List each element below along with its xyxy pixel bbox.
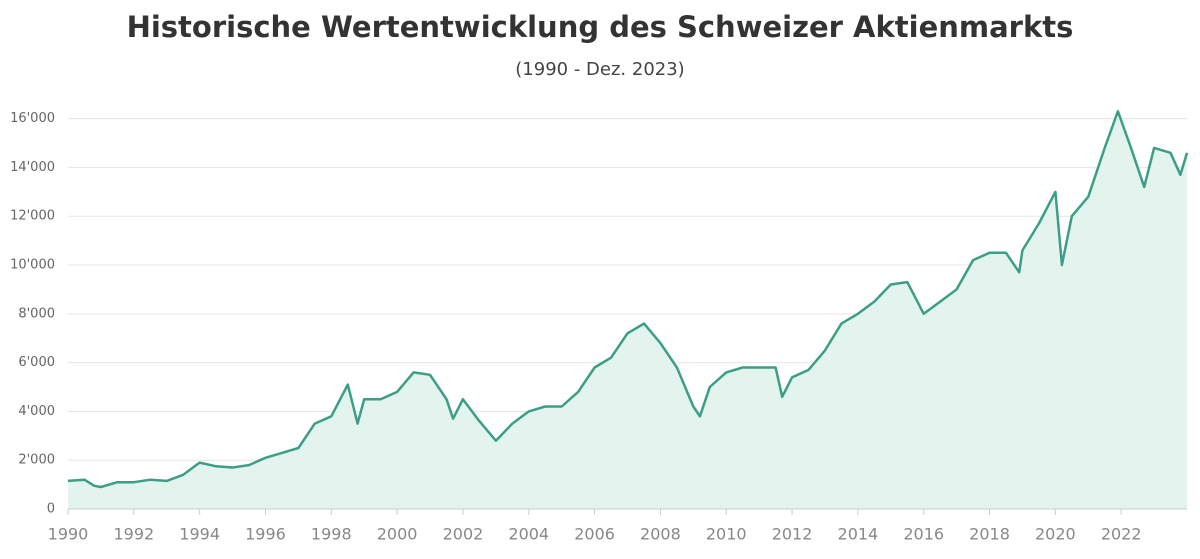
x-tick-label: 2014	[838, 525, 879, 544]
y-tick-label: 6'000	[18, 355, 55, 370]
x-tick-label: 1998	[311, 525, 352, 544]
x-tick-label: 1994	[179, 525, 220, 544]
y-tick-label: 4'000	[18, 404, 55, 419]
area	[68, 111, 1187, 510]
y-tick-label: 2'000	[18, 453, 55, 468]
x-tick-label: 1990	[48, 525, 89, 544]
x-tick-label: 2022	[1101, 525, 1142, 544]
y-tick-label: 10'000	[10, 258, 55, 273]
x-tick-label: 2008	[640, 525, 681, 544]
y-tick-label: 14'000	[10, 160, 55, 175]
chart-title: Historische Wertentwicklung des Schweize…	[127, 10, 1074, 44]
line	[67, 110, 1189, 489]
x-tick-label: 1996	[245, 525, 286, 544]
x-tick-label: 2018	[969, 525, 1010, 544]
y-tick-label: 8'000	[18, 306, 55, 321]
x-tick-label: 2006	[574, 525, 615, 544]
y-tick-label: 16'000	[10, 111, 55, 126]
x-tick-label: 2020	[1035, 525, 1076, 544]
y-tick-label: 0	[47, 502, 55, 517]
y-tick-label: 12'000	[10, 209, 55, 224]
x-tick-label: 1992	[113, 525, 154, 544]
x-tick-label: 2002	[443, 525, 484, 544]
x-tick-label: 2012	[772, 525, 813, 544]
x-tick-label: 2004	[508, 525, 549, 544]
x-tick-label: 2016	[903, 525, 944, 544]
chart-subtitle: (1990 - Dez. 2023)	[515, 59, 684, 80]
x-tick-label: 2000	[377, 525, 418, 544]
x-tick-label: 2010	[706, 525, 747, 544]
